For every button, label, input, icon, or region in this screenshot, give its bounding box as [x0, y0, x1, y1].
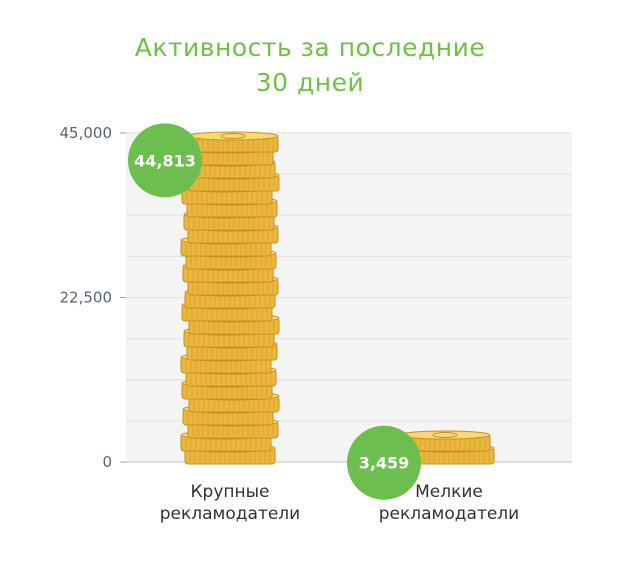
chart-title-line-2: 30 дней [255, 68, 365, 97]
chart-title-line-1: Активность за последние [134, 33, 486, 62]
coin-stack-1 [180, 131, 280, 465]
coin-emblem [220, 133, 246, 139]
data-label: 44,813 [134, 151, 196, 170]
category-label: Мелкие [415, 482, 483, 502]
coin-stack-2 [399, 430, 495, 465]
value-badge [128, 123, 202, 198]
y-tick-label: 22,500 [60, 289, 113, 307]
coin-emblem [432, 432, 458, 438]
y-tick-label: 45,000 [60, 124, 113, 142]
category-label: рекламодатели [379, 504, 519, 524]
data-label: 3,459 [359, 454, 410, 473]
category-label: рекламодатели [160, 504, 300, 524]
category-label: Крупные [190, 482, 269, 502]
chart-title: Активность за последние 30 дней [0, 30, 620, 100]
y-tick-label: 0 [102, 453, 112, 471]
value-badge [347, 425, 421, 500]
